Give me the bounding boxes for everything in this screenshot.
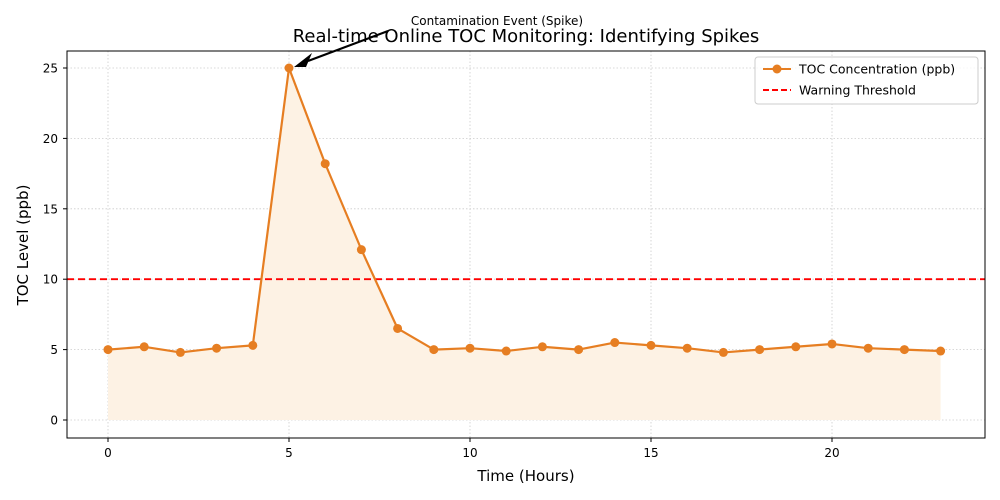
- plot-frame: [66, 50, 986, 439]
- svg-text:15: 15: [43, 202, 58, 216]
- data-point: [356, 245, 366, 255]
- data-point: [899, 345, 909, 355]
- x-axis-label: Time (Hours): [476, 467, 574, 485]
- data-point: [537, 342, 547, 352]
- legend-marker-icon: [772, 64, 782, 74]
- legend-box: [754, 56, 979, 105]
- data-point: [139, 342, 149, 352]
- spike-annotation: Contamination Event (Spike): [294, 14, 583, 67]
- svg-text:20: 20: [824, 446, 839, 460]
- toc-series: [103, 63, 946, 357]
- data-point: [501, 346, 511, 356]
- legend-label-threshold: Warning Threshold: [799, 83, 916, 98]
- area-fill: [108, 68, 941, 420]
- legend: TOC Concentration (ppb) Warning Threshol…: [754, 56, 979, 105]
- data-point: [718, 347, 728, 357]
- data-point: [393, 323, 403, 333]
- data-point: [320, 159, 330, 169]
- data-point: [755, 345, 765, 355]
- data-point: [429, 345, 439, 355]
- data-point: [574, 345, 584, 355]
- legend-label-toc: TOC Concentration (ppb): [798, 62, 955, 77]
- axis-ticks: 0 5 10 15 20 0 5 10 15 20 25: [43, 62, 840, 461]
- data-point: [248, 340, 258, 350]
- data-point: [175, 347, 185, 357]
- data-point: [682, 343, 692, 353]
- data-point: [863, 343, 873, 353]
- svg-text:20: 20: [43, 132, 58, 146]
- svg-text:5: 5: [285, 446, 293, 460]
- svg-text:10: 10: [43, 273, 58, 287]
- data-point: [827, 339, 837, 349]
- svg-text:10: 10: [462, 446, 477, 460]
- data-point: [284, 63, 294, 73]
- svg-text:15: 15: [643, 446, 658, 460]
- svg-text:25: 25: [43, 62, 58, 76]
- data-point: [936, 346, 946, 356]
- data-point: [465, 343, 475, 353]
- svg-text:5: 5: [50, 343, 58, 357]
- data-point: [646, 340, 656, 350]
- data-point: [791, 342, 801, 352]
- chart-title: Real-time Online TOC Monitoring: Identif…: [293, 26, 760, 47]
- data-point: [610, 338, 620, 348]
- svg-text:0: 0: [50, 414, 58, 428]
- y-axis-label: TOC Level (ppb): [14, 185, 32, 307]
- data-point: [212, 343, 222, 353]
- data-point: [103, 345, 113, 355]
- annotation-text: Contamination Event (Spike): [411, 14, 583, 28]
- svg-text:0: 0: [104, 446, 112, 460]
